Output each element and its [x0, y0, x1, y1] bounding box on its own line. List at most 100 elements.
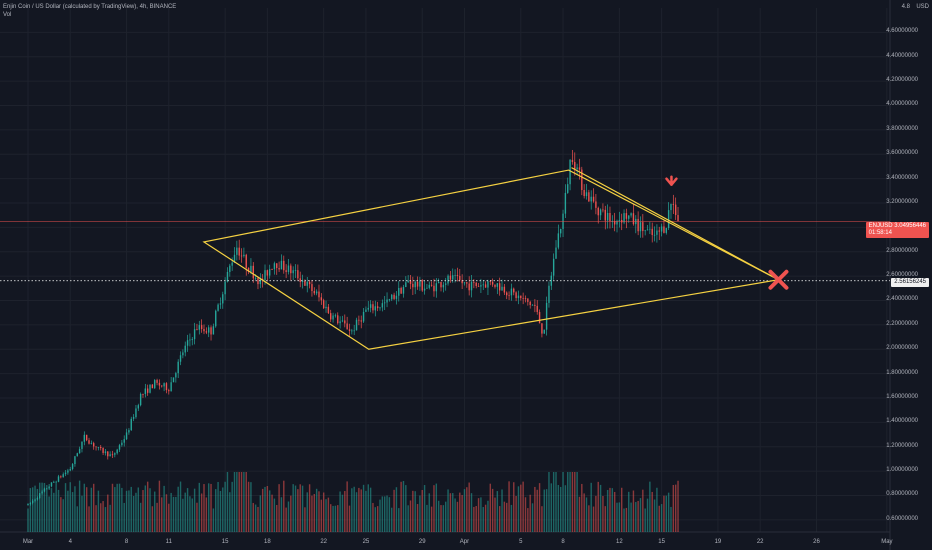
volume-bar: [39, 482, 41, 532]
volume-bar: [393, 489, 395, 532]
candle-body: [78, 448, 81, 454]
candle-body: [130, 418, 132, 431]
horizontal-level-tag: 2.56156245: [891, 278, 929, 287]
candle-body: [189, 339, 191, 341]
x-tick-label: 15: [221, 539, 229, 545]
volume-bar: [46, 485, 48, 532]
volume-bar: [325, 499, 327, 532]
candle-body: [287, 265, 290, 272]
candle-body: [571, 159, 574, 163]
candle-body: [639, 222, 642, 232]
volume-bar: [175, 496, 177, 532]
volume-bar: [57, 489, 60, 532]
candle-body: [379, 307, 381, 309]
candle-body: [212, 326, 215, 335]
candle-body: [132, 417, 135, 419]
volume-bar: [416, 504, 419, 532]
candle-body: [69, 469, 71, 471]
volume-bar: [276, 504, 278, 532]
candle-body: [334, 315, 337, 317]
candle-body: [550, 275, 553, 286]
volume-bar: [261, 488, 264, 532]
candle-body: [290, 265, 292, 274]
candle-body: [391, 294, 393, 300]
volume-bar: [271, 494, 273, 532]
volume-bar: [606, 489, 609, 532]
candle-body: [585, 192, 588, 197]
volume-bar: [517, 486, 520, 532]
volume-bar: [238, 472, 240, 532]
candle-body: [506, 292, 508, 296]
volume-bar: [564, 485, 567, 532]
volume-bar: [283, 480, 285, 532]
volume-bar: [480, 497, 482, 532]
volume-bar: [142, 490, 144, 532]
volume-bar: [71, 492, 74, 532]
candle-body: [238, 247, 240, 256]
volume-bar: [149, 488, 151, 532]
candle-body: [663, 226, 665, 233]
volume-bar: [649, 481, 651, 532]
volume-bar: [273, 498, 276, 532]
candle-body: [81, 441, 83, 449]
volume-bar: [168, 503, 170, 532]
y-tick-label: 4.40000000: [886, 52, 918, 59]
candle-body: [168, 390, 170, 392]
volume-bar: [604, 506, 606, 532]
volume-bar: [674, 484, 677, 532]
volume-bar: [602, 495, 604, 532]
volume-bar: [182, 498, 184, 532]
volume-bar: [468, 482, 470, 532]
y-tick-label: 2.20000000: [886, 320, 918, 327]
volume-bar: [651, 491, 653, 532]
volume-bar: [423, 485, 426, 532]
candle-body: [301, 280, 304, 282]
candle-body: [276, 263, 278, 268]
volume-bar: [118, 483, 121, 532]
candle-body: [102, 448, 104, 453]
volume-bar: [419, 495, 421, 532]
volume-bar: [43, 482, 46, 532]
chart-title: Enjin Coin / US Dollar (calculated by Tr…: [3, 4, 177, 10]
candle-body: [609, 212, 611, 222]
volume-bar: [339, 491, 341, 532]
candle-body: [381, 303, 384, 308]
candle-body: [257, 278, 259, 285]
volume-bar: [280, 497, 283, 532]
y-tick-label: 0.60000000: [886, 515, 918, 522]
candle-body: [64, 472, 67, 475]
currency-label[interactable]: USD: [916, 4, 929, 10]
volume-bar: [90, 487, 93, 532]
volume-bar: [301, 485, 304, 532]
candle-body: [332, 315, 334, 320]
candle-body: [456, 274, 459, 276]
volume-bar: [672, 484, 675, 532]
candle-body: [283, 260, 285, 271]
volume-bar: [524, 497, 527, 532]
volume-bar: [95, 505, 97, 532]
volume-bar: [83, 483, 86, 532]
candle-body: [57, 476, 60, 482]
candle-body: [294, 270, 297, 271]
volume-bar: [111, 483, 114, 532]
volume-bar: [445, 501, 447, 532]
volume-bar: [29, 488, 32, 532]
candle-body: [337, 315, 339, 324]
candle-body: [672, 204, 675, 205]
candle-body: [445, 283, 447, 285]
candle-body: [386, 299, 388, 303]
candle-body: [407, 280, 409, 283]
candle-body: [273, 263, 276, 270]
candle-body: [520, 295, 522, 299]
volume-bar: [515, 495, 517, 532]
candle-body: [123, 439, 125, 443]
volume-bar: [581, 483, 583, 532]
candle-body: [210, 327, 212, 335]
volume-bar: [376, 506, 379, 532]
candle-body: [252, 265, 254, 279]
candle-body: [236, 247, 238, 255]
volume-bar: [463, 489, 466, 532]
candle-body: [489, 281, 491, 283]
candle-body: [658, 230, 660, 232]
